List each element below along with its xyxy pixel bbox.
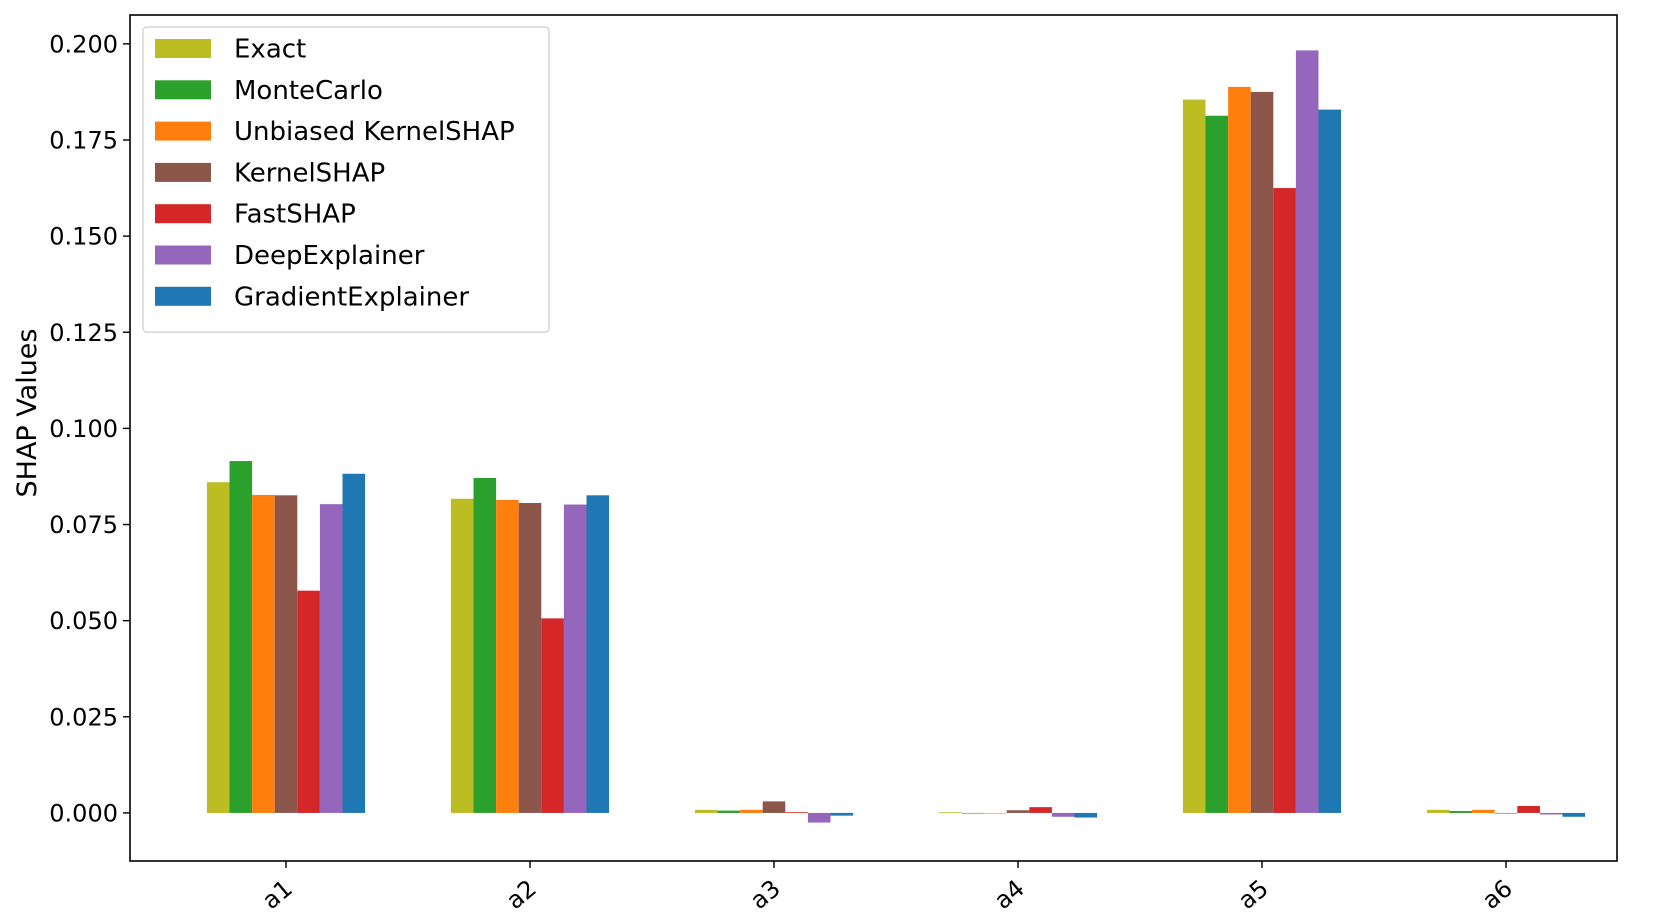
- bar-a6-kernelshap: [1494, 812, 1518, 814]
- bar-a5-unbiased-kernelshap: [1228, 86, 1251, 813]
- x-tick-label-a3: a3: [745, 874, 786, 915]
- y-tick-label: 0.000: [49, 799, 118, 827]
- bar-a3-gradientexplainer: [830, 812, 854, 816]
- legend-swatch-gradientexplainer: [155, 286, 211, 306]
- bar-a2-gradientexplainer: [586, 495, 610, 813]
- bar-a4-fastshap: [1029, 807, 1052, 813]
- legend-frame: [142, 26, 550, 333]
- x-tick-label-a4: a4: [989, 874, 1030, 915]
- legend: Exact MonteCarlo Unbiased KernelSHAP Kernel…: [142, 26, 550, 333]
- legend-label-gradientexplainer: GradientExplainer: [234, 282, 469, 312]
- bar-a1-unbiased-kernelshap: [252, 494, 275, 813]
- y-tick-label: 0.100: [49, 415, 118, 443]
- legend-label-unbiased-kernelshap: Unbiased KernelSHAP: [234, 117, 515, 147]
- legend-swatch-kernelshap: [155, 162, 211, 182]
- y-tick-label: 0.075: [49, 511, 118, 539]
- bar-a6-gradientexplainer: [1562, 812, 1586, 817]
- y-axis-label: SHAP Values: [12, 329, 43, 498]
- bar-a5-deepexplainer: [1295, 50, 1319, 813]
- y-tick-label: 0.050: [49, 607, 118, 635]
- bars-layer: [206, 50, 1586, 823]
- bar-a3-fastshap: [785, 812, 808, 813]
- bar-a6-fastshap: [1517, 806, 1540, 813]
- legend-label-deepexplainer: DeepExplainer: [234, 241, 425, 271]
- bar-a6-exact: [1426, 809, 1450, 813]
- x-tick-label-a6: a6: [1477, 874, 1518, 915]
- bar-a1-montecarlo: [229, 461, 253, 813]
- bar-a2-kernelshap: [518, 502, 542, 813]
- y-tick-label: 0.175: [49, 126, 118, 154]
- bar-a2-montecarlo: [473, 477, 497, 813]
- bar-a2-fastshap: [541, 618, 564, 813]
- plot-frame: [129, 14, 1618, 862]
- bar-a5-exact: [1182, 99, 1206, 813]
- bar-a1-gradientexplainer: [342, 473, 366, 813]
- y-tick-label: 0.025: [49, 703, 118, 731]
- legend-swatch-montecarlo: [155, 80, 211, 100]
- y-tick-label: 0.150: [49, 223, 118, 251]
- bar-a3-montecarlo: [717, 810, 741, 813]
- bar-a4-montecarlo: [961, 812, 985, 814]
- bar-a3-exact: [694, 809, 718, 813]
- legend-label-kernelshap: KernelSHAP: [234, 158, 385, 188]
- bar-a1-exact: [206, 482, 230, 813]
- bar-a2-deepexplainer: [563, 504, 587, 813]
- legend-swatch-fastshap: [155, 204, 211, 224]
- bar-a1-deepexplainer: [319, 504, 343, 813]
- bar-a6-deepexplainer: [1539, 812, 1563, 815]
- x-tick-label-a5: a5: [1233, 874, 1274, 915]
- bar-a5-kernelshap: [1250, 91, 1274, 813]
- legend-label-fastshap: FastSHAP: [234, 200, 356, 230]
- bar-a4-deepexplainer: [1051, 812, 1075, 817]
- bar-a3-kernelshap: [762, 801, 786, 813]
- bar-a4-exact: [938, 812, 962, 813]
- y-tick-label: 0.200: [49, 30, 118, 58]
- x-tick-label-a2: a2: [501, 874, 542, 915]
- legend-label-exact: Exact: [234, 35, 306, 65]
- legend-swatch-deepexplainer: [155, 245, 211, 265]
- bar-a1-kernelshap: [274, 495, 298, 813]
- bar-a6-montecarlo: [1449, 811, 1473, 813]
- bar-a3-deepexplainer: [807, 812, 831, 823]
- bar-a2-exact: [450, 498, 474, 813]
- bar-a3-unbiased-kernelshap: [740, 809, 763, 813]
- legend-swatch-exact: [155, 39, 211, 58]
- bar-a2-unbiased-kernelshap: [496, 499, 519, 813]
- bar-a1-fastshap: [297, 590, 320, 813]
- bar-a5-fastshap: [1273, 188, 1296, 813]
- bar-a6-unbiased-kernelshap: [1472, 809, 1495, 813]
- bar-a4-kernelshap: [1006, 810, 1030, 813]
- bar-a4-gradientexplainer: [1074, 812, 1098, 818]
- bar-a5-gradientexplainer: [1318, 109, 1342, 813]
- x-tick-label-a1: a1: [257, 874, 298, 915]
- bar-a5-montecarlo: [1205, 115, 1229, 813]
- y-tick-label: 0.125: [49, 319, 118, 347]
- legend-label-montecarlo: MonteCarlo: [234, 76, 383, 106]
- legend-swatch-unbiased-kernelshap: [155, 121, 211, 141]
- bar-a4-unbiased-kernelshap: [984, 812, 1007, 814]
